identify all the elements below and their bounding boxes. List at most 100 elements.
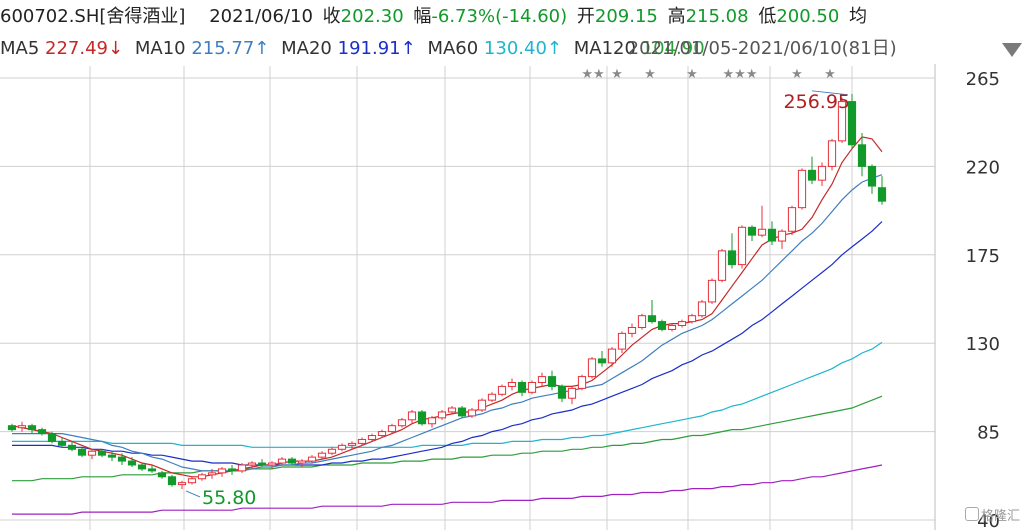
candle-up	[407, 411, 417, 421]
ma20-label: MA20	[281, 38, 332, 59]
candle-up	[327, 448, 337, 454]
open-value: 209.15	[594, 6, 658, 27]
candle-up	[367, 435, 377, 440]
candle-up	[797, 169, 807, 209]
candle-down	[157, 472, 167, 478]
candle-up	[567, 387, 577, 399]
candle-down	[47, 433, 57, 442]
candle-up	[317, 452, 327, 458]
ma-legend: MA5 227.49↓ MA10 215.77↑ MA20 191.91↑ MA…	[0, 34, 1028, 64]
candle-down	[867, 165, 877, 187]
candle-down	[517, 381, 527, 393]
candle-up	[577, 376, 587, 389]
candle-down	[257, 462, 267, 466]
ma120-label: MA120	[573, 38, 636, 59]
low-pointer	[185, 490, 201, 498]
candle-down	[767, 228, 777, 242]
candle-up	[717, 250, 727, 281]
candle-up	[237, 464, 247, 472]
ma20-line	[12, 221, 883, 466]
candle-down	[227, 468, 237, 472]
candle-up	[307, 456, 317, 462]
candle-up	[497, 385, 507, 395]
candle-up	[777, 230, 787, 242]
event-star-marker: ★	[791, 67, 803, 82]
candle-up	[447, 407, 457, 413]
y-tick-label: 175	[966, 246, 1000, 267]
candle-down	[117, 456, 127, 462]
watermark-logo-icon	[964, 507, 979, 521]
date-range: 2021/01/05-2021/06/10(81日)	[627, 38, 897, 59]
candle-up	[467, 409, 477, 417]
candle-up	[687, 315, 697, 323]
candle-up	[527, 381, 537, 393]
ma20-value: 191.91↑	[337, 38, 416, 59]
candle-up	[277, 458, 287, 464]
candle-down	[807, 169, 817, 181]
candle-down	[97, 450, 107, 456]
range-label: 幅	[413, 6, 432, 27]
candle-down	[857, 144, 867, 167]
candle-down	[727, 250, 737, 266]
candle-up	[607, 348, 617, 364]
candle-down	[457, 407, 467, 417]
candle-down	[597, 358, 607, 364]
candle-down	[107, 454, 117, 458]
ma5-label: MA5	[0, 38, 40, 59]
ma60-value: 130.40↑	[483, 38, 562, 59]
candle-down	[287, 458, 297, 464]
candle-down	[417, 411, 427, 425]
candle-down	[547, 376, 557, 387]
candle-down	[747, 226, 757, 236]
open-label: 开	[576, 6, 595, 27]
candle-up	[437, 411, 447, 419]
candle-up	[347, 442, 357, 446]
candle-down	[657, 321, 667, 330]
y-tick-label: 40	[977, 511, 1000, 530]
candle-up	[377, 431, 387, 437]
high-label: 256.95	[784, 91, 850, 113]
ma10-value: 215.77↑	[191, 38, 270, 59]
ma250-line	[12, 464, 883, 515]
event-star-marker: ★★	[581, 67, 604, 82]
low-value: 200.50	[776, 6, 840, 27]
low-label: 55.80	[202, 487, 256, 509]
watermark: 格隆汇	[964, 505, 1020, 524]
candle-up	[217, 468, 227, 474]
event-star-marker: ★	[824, 67, 836, 82]
quote-header: 600702.SH[舍得酒业] 2021/06/10 收202.30 幅-6.7…	[0, 0, 1028, 34]
stock-code[interactable]: 600702.SH[舍得酒业]	[0, 6, 186, 27]
candle-down	[37, 429, 47, 435]
dropdown-triangle-icon[interactable]	[1002, 43, 1022, 57]
candle-up	[197, 474, 207, 480]
watermark-text: 格隆汇	[980, 509, 1020, 524]
candle-down	[67, 444, 77, 450]
low-label: 低	[758, 6, 777, 27]
ma10-line	[12, 174, 883, 472]
candle-down	[27, 425, 37, 431]
candle-up	[427, 417, 437, 425]
ma10-label: MA10	[134, 38, 186, 59]
candle-down	[167, 476, 177, 486]
y-tick-label: 265	[966, 69, 1000, 90]
candle-down	[137, 464, 147, 470]
candle-up	[187, 478, 197, 484]
candle-up	[757, 228, 767, 236]
quote-date: 2021/06/10	[209, 6, 313, 27]
candle-up	[627, 326, 637, 334]
candle-up	[477, 399, 487, 411]
event-star-marker: ★	[686, 67, 698, 82]
y-tick-label: 85	[977, 423, 1000, 444]
candle-up	[247, 462, 257, 466]
candle-up	[337, 444, 347, 450]
range-value: -6.73%(-14.60)	[431, 6, 568, 27]
candle-up	[617, 332, 627, 350]
candle-up	[787, 207, 797, 232]
candle-up	[637, 315, 647, 328]
event-star-marker: ★	[644, 67, 656, 82]
ma5-value: 227.49↓	[45, 38, 124, 59]
high-pointer	[811, 90, 849, 96]
candle-up	[297, 460, 307, 464]
high-label: 高	[667, 6, 686, 27]
